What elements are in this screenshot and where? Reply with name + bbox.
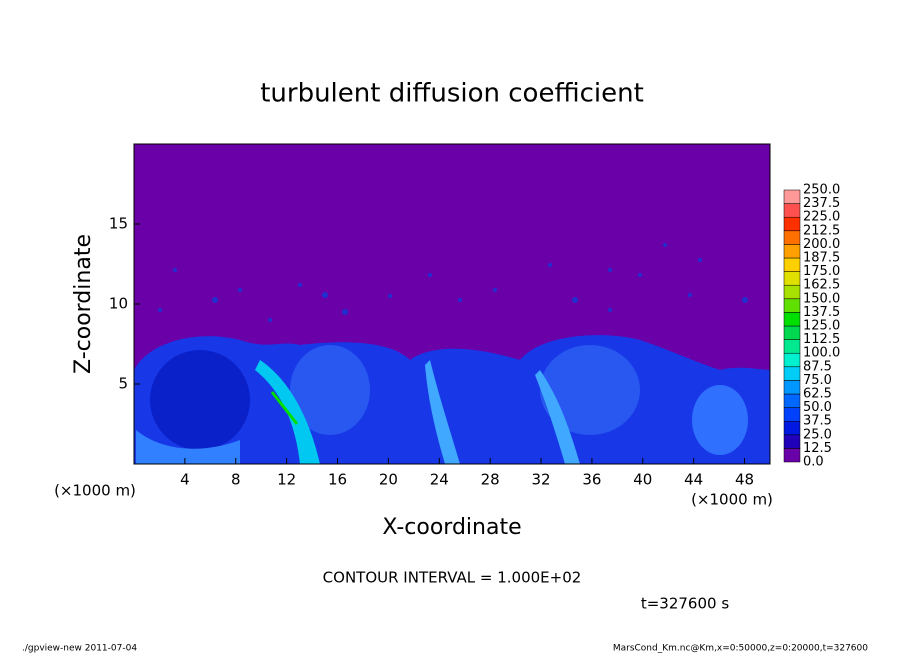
colorbar-segment (783, 420, 801, 436)
colorbar-label: 87.5 (803, 359, 832, 374)
colorbar-label: 200.0 (803, 237, 840, 252)
colorbar-label: 112.5 (803, 332, 840, 347)
x-tick-label: 28 (481, 471, 500, 489)
x-tick-label: 36 (582, 471, 601, 489)
x-tick-label: 40 (633, 471, 652, 489)
colorbar-segment (783, 284, 801, 300)
colorbar-segment (783, 448, 801, 463)
colorbar-label: 100.0 (803, 346, 840, 361)
x-tick-label: 16 (328, 471, 347, 489)
colorbar-label: 225.0 (803, 210, 840, 225)
colorbar-label: 25.0 (803, 427, 832, 442)
colorbar-segment (783, 366, 801, 381)
colorbar-label: 150.0 (803, 291, 840, 306)
colorbar-label: 0.0 (803, 455, 824, 470)
colorbar-label: 62.5 (803, 387, 832, 402)
colorbar-segment (783, 380, 801, 395)
colorbar-segment (783, 407, 801, 422)
colorbar-segment (783, 298, 801, 313)
y-tick-label: 5 (118, 375, 128, 393)
colorbar-segment (783, 339, 801, 354)
colorbar-segment (783, 325, 801, 340)
colorbar-label: 37.5 (803, 414, 832, 429)
x-tick-label: 32 (531, 471, 550, 489)
y-tick-label: 10 (109, 295, 128, 313)
y-tick-label: 15 (109, 215, 128, 233)
colorbar-segment (783, 203, 801, 218)
colorbar-segment (783, 257, 801, 272)
colorbar-label: 187.5 (803, 251, 840, 266)
x-unit-right: (×1000 m) (691, 491, 773, 509)
x-tick-label: 44 (684, 471, 703, 489)
x-tick-label: 8 (231, 471, 241, 489)
colorbar-label: 237.5 (803, 196, 840, 211)
footer-left: ./gpview-new 2011-07-04 (22, 644, 137, 654)
colorbar-segment (783, 393, 801, 408)
x-tick-label: 20 (379, 471, 398, 489)
footer-right: MarsCond_Km.nc@Km,x=0:50000,z=0:20000,t=… (613, 644, 868, 654)
chart-title: turbulent diffusion coefficient (260, 79, 644, 109)
colorbar-label: 12.5 (803, 441, 832, 456)
colorbar-label: 250.0 (803, 183, 840, 198)
colorbar-label: 125.0 (803, 319, 840, 334)
y-axis-label: Z-coordinate (71, 234, 96, 374)
colorbar-segment (783, 352, 801, 368)
time-label: t=327600 s (641, 595, 729, 613)
colorbar-label: 137.5 (803, 305, 840, 320)
colorbar-label: 175.0 (803, 264, 840, 279)
x-tick-label: 4 (180, 471, 190, 489)
contour-interval: CONTOUR INTERVAL = 1.000E+02 (323, 569, 582, 587)
colorbar-segment (783, 244, 801, 259)
colorbar-label: 50.0 (803, 400, 832, 415)
colorbar-label: 212.5 (803, 223, 840, 238)
x-tick-label: 48 (735, 471, 754, 489)
colorbar-segment (783, 230, 801, 245)
colorbar-segment (783, 189, 801, 204)
colorbar-segment (783, 271, 801, 286)
colorbar-segment (783, 216, 801, 232)
field (134, 243, 770, 464)
x-tick-label: 12 (277, 471, 296, 489)
x-unit-left: (×1000 m) (54, 482, 136, 500)
colorbar-label: 162.5 (803, 278, 840, 293)
x-axis-label: X-coordinate (382, 515, 521, 540)
colorbar-label: 75.0 (803, 373, 832, 388)
colorbar-segment (783, 312, 801, 327)
x-tick-label: 24 (430, 471, 449, 489)
colorbar-segment (783, 434, 801, 449)
